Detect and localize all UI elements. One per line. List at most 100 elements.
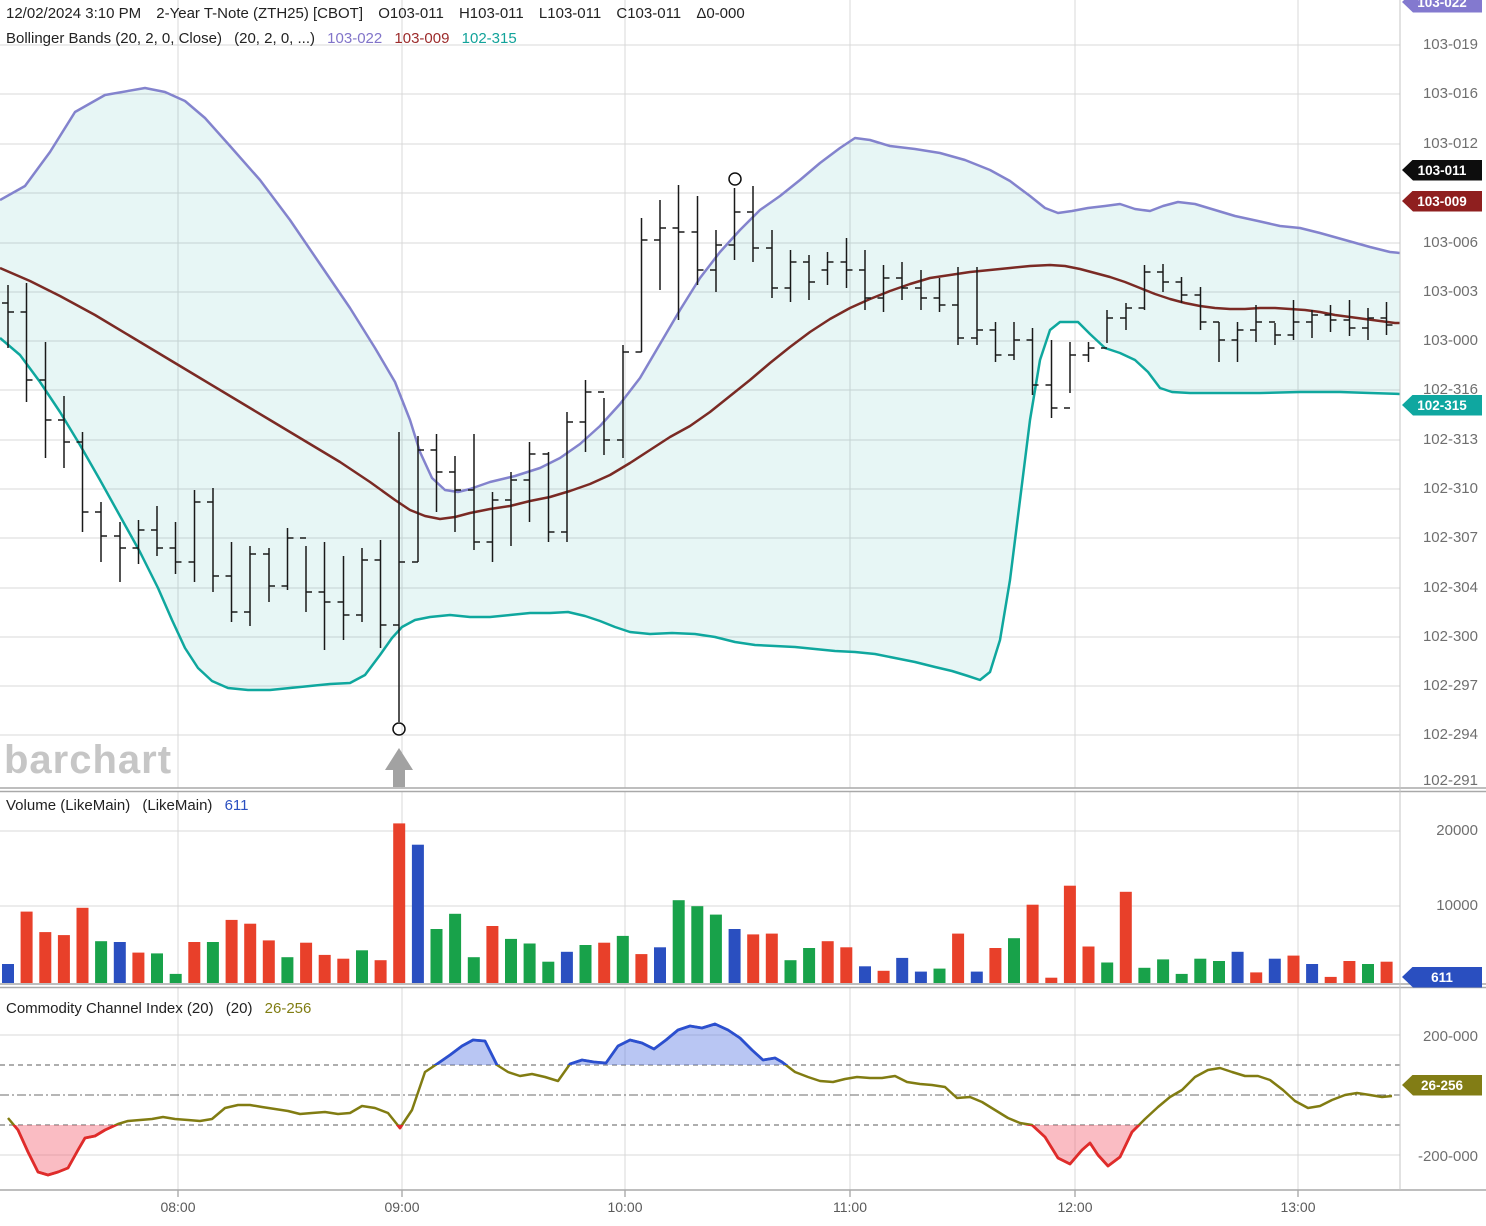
volume-bar xyxy=(1194,958,1207,983)
price-axis-label: 102-304 xyxy=(1422,579,1478,596)
volume-bar xyxy=(39,932,52,983)
volume-bar xyxy=(206,942,219,983)
ohlc-price-bars xyxy=(2,185,1393,722)
cci-header: Commodity Channel Index (20) (20) 26-256 xyxy=(6,1000,322,1017)
volume-bar xyxy=(672,900,685,983)
volume-bar xyxy=(709,914,722,983)
volume-bar xyxy=(1343,961,1356,983)
price-axis-label: 102-316 xyxy=(1422,381,1478,398)
price-badge: 103-011 xyxy=(1402,159,1482,181)
bollinger-label: Bollinger Bands (20, 2, 0, Close) xyxy=(6,30,222,47)
time-axis-label: 08:00 xyxy=(160,1199,196,1215)
volume-axis-label: 10000 xyxy=(1436,897,1478,914)
chart-header-line1: 12/02/2024 3:10 PM 2-Year T-Note (ZTH25)… xyxy=(6,5,756,22)
bollinger-band-fill xyxy=(0,88,1400,690)
price-axis-label: 103-003 xyxy=(1422,283,1478,300)
volume-panel xyxy=(2,823,1393,983)
volume-bar xyxy=(1101,962,1114,983)
volume-bar xyxy=(1175,973,1188,983)
volume-bar xyxy=(1287,955,1300,983)
bollinger-upper-line xyxy=(0,86,1401,494)
volume-bar xyxy=(1324,976,1337,983)
time-axis-label: 12:00 xyxy=(1057,1199,1093,1215)
time-axis-label: 10:00 xyxy=(607,1199,643,1215)
price-axis-label: 103-000 xyxy=(1422,332,1478,349)
bollinger-lower-value: 102-315 xyxy=(461,30,517,47)
volume-bar xyxy=(1362,964,1374,983)
volume-bar xyxy=(896,957,909,983)
price-axis-label: 103-019 xyxy=(1422,36,1478,53)
volume-bar xyxy=(579,945,592,983)
price-axis-label: 102-307 xyxy=(1422,529,1478,546)
volume-bar xyxy=(1250,972,1263,983)
volume-bar xyxy=(132,952,145,983)
volume-bar xyxy=(1157,959,1170,983)
up-arrow-marker xyxy=(385,748,413,787)
price-axis-label: 103-016 xyxy=(1422,85,1478,102)
price-axis-label: 103-012 xyxy=(1422,135,1478,152)
cci-label: Commodity Channel Index (20) xyxy=(6,1000,214,1017)
bollinger-header: Bollinger Bands (20, 2, 0, Close) (20, 2… xyxy=(6,30,525,47)
volume-badge: 611 xyxy=(1402,966,1482,988)
volume-bar xyxy=(281,957,294,983)
cci-line-above100 xyxy=(432,1022,789,1065)
quote-high: H103-011 xyxy=(458,5,524,22)
volume-bar xyxy=(20,911,33,983)
volume-bar xyxy=(1138,967,1151,983)
cci-axis-label: -200-000 xyxy=(1417,1148,1478,1165)
volume-bar xyxy=(1026,904,1039,983)
volume-bar xyxy=(467,957,480,983)
cci-overbought-fill xyxy=(8,1024,1392,1065)
volume-bar xyxy=(300,942,313,983)
cci-badge: 26-256 xyxy=(1402,1074,1482,1096)
volume-bar xyxy=(765,933,778,983)
volume-bar xyxy=(1213,961,1225,983)
volume-bar xyxy=(1268,958,1281,983)
volume-bar xyxy=(169,973,182,983)
volume-bar xyxy=(393,823,406,983)
time-axis-label: 13:00 xyxy=(1280,1199,1316,1215)
volume-bar xyxy=(1306,964,1319,983)
barchart-watermark-logo: barchart xyxy=(4,738,173,782)
volume-bar xyxy=(225,919,238,983)
volume-bar xyxy=(2,964,14,983)
volume-bar xyxy=(113,942,126,983)
volume-bar xyxy=(1063,885,1076,983)
volume-bar xyxy=(1231,951,1244,983)
cci-panel xyxy=(0,1022,1400,1177)
volume-bar xyxy=(635,954,648,983)
volume-bar xyxy=(952,933,965,983)
cci-value: 26-256 xyxy=(264,1000,312,1017)
time-axis-label: 09:00 xyxy=(384,1199,420,1215)
quote-low: L103-011 xyxy=(538,5,602,22)
volume-bar xyxy=(877,970,890,983)
signal-circle-marker xyxy=(392,722,406,736)
volume-label: Volume (LikeMain) xyxy=(6,797,131,814)
volume-bar xyxy=(616,935,629,983)
price-axis-label: 102-300 xyxy=(1422,628,1478,645)
time-axis-label: 11:00 xyxy=(833,1199,867,1215)
price-axis-label: 102-291 xyxy=(1422,772,1478,789)
price-axis-label: 103-006 xyxy=(1422,234,1478,251)
volume-bar xyxy=(430,929,443,983)
volume-bar xyxy=(318,954,331,983)
volume-bar xyxy=(486,926,499,983)
volume-bar xyxy=(821,941,834,983)
volume-bar xyxy=(244,923,257,983)
cci-params: (20) xyxy=(225,1000,253,1017)
price-panel xyxy=(0,86,1401,787)
volume-bar xyxy=(747,934,760,983)
volume-bar xyxy=(151,953,163,983)
volume-bar xyxy=(505,938,517,983)
volume-bar xyxy=(1045,977,1058,983)
volume-bar xyxy=(356,950,368,983)
volume-bar xyxy=(95,941,108,983)
quote-change: Δ0-000 xyxy=(696,5,745,22)
volume-bar xyxy=(262,940,275,983)
volume-bar xyxy=(598,942,611,983)
volume-params: (LikeMain) xyxy=(142,797,213,814)
volume-bar xyxy=(933,968,946,983)
volume-bar xyxy=(449,913,462,983)
price-axis-label: 102-313 xyxy=(1422,431,1478,448)
